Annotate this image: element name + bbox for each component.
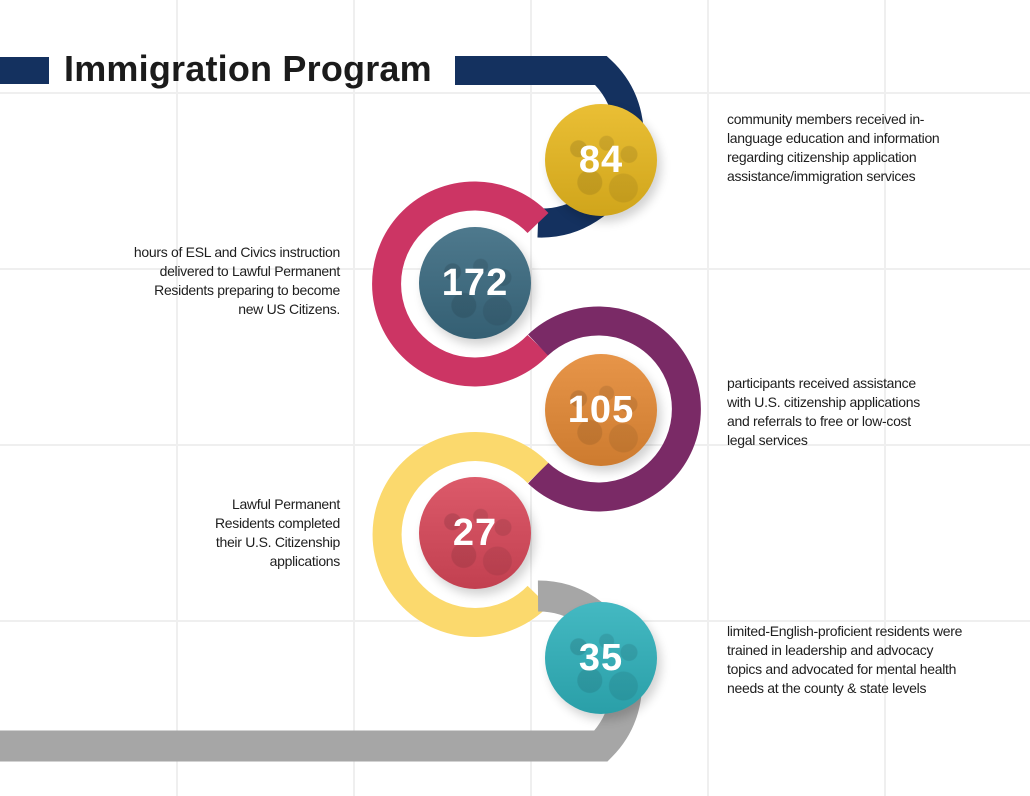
ring-purple	[528, 306, 701, 512]
description-line: applications	[269, 553, 341, 569]
photo-texture	[419, 227, 531, 339]
description-line: Residents completed	[214, 515, 340, 531]
description-line: Lawful Permanent	[231, 496, 340, 512]
description-line: regarding citizenship application	[727, 149, 917, 165]
stat-value: 172	[441, 261, 509, 304]
description-line: language education and information	[727, 130, 940, 146]
description-line: Residents preparing to become	[154, 282, 340, 298]
stat-circle-84: 84	[545, 104, 657, 216]
photo-texture	[545, 104, 657, 216]
description-line: topics and advocated for mental health	[727, 661, 957, 677]
stat-description-35: limited-English-proficient residents wer…	[727, 622, 962, 698]
stat-value: 84	[578, 138, 624, 181]
ring-yellow	[372, 432, 549, 637]
description-line: needs at the county & state levels	[727, 680, 927, 696]
description-line: their U.S. Citizenship	[215, 534, 340, 550]
ring-pink	[372, 181, 549, 387]
description-line: new US Citizens.	[238, 301, 340, 317]
photo-texture	[545, 602, 657, 714]
stat-description-27: Lawful Permanent Residents completed the…	[215, 495, 340, 571]
description-line: and referrals to free or low-cost	[727, 413, 911, 429]
stat-value: 35	[578, 636, 624, 679]
description-line: with U.S. citizenship applications	[727, 394, 920, 410]
stat-circle-172: 172	[419, 227, 531, 339]
page-title: Immigration Program	[64, 48, 432, 89]
description-line: community members received in-	[727, 111, 925, 127]
description-line: participants received assistance	[727, 375, 916, 391]
stat-value: 27	[452, 511, 498, 554]
stat-value: 105	[567, 388, 635, 431]
stat-description-172: hours of ESL and Civics instruction deli…	[134, 243, 340, 319]
photo-texture	[419, 477, 531, 589]
stat-circle-35: 35	[545, 602, 657, 714]
photo-texture	[545, 354, 657, 466]
stat-description-84: community members received in- language …	[727, 110, 940, 186]
description-line: trained in leadership and advocacy	[727, 642, 934, 658]
description-line: hours of ESL and Civics instruction	[133, 244, 340, 260]
description-line: legal services	[727, 432, 808, 448]
description-line: limited-English-proficient residents wer…	[727, 623, 963, 639]
stat-circle-105: 105	[545, 354, 657, 466]
description-line: assistance/immigration services	[727, 168, 916, 184]
title-accent-bar	[0, 57, 49, 84]
stat-circle-27: 27	[419, 477, 531, 589]
stat-description-105: participants received assistance with U.…	[727, 374, 920, 450]
description-line: delivered to Lawful Permanent	[159, 263, 341, 279]
